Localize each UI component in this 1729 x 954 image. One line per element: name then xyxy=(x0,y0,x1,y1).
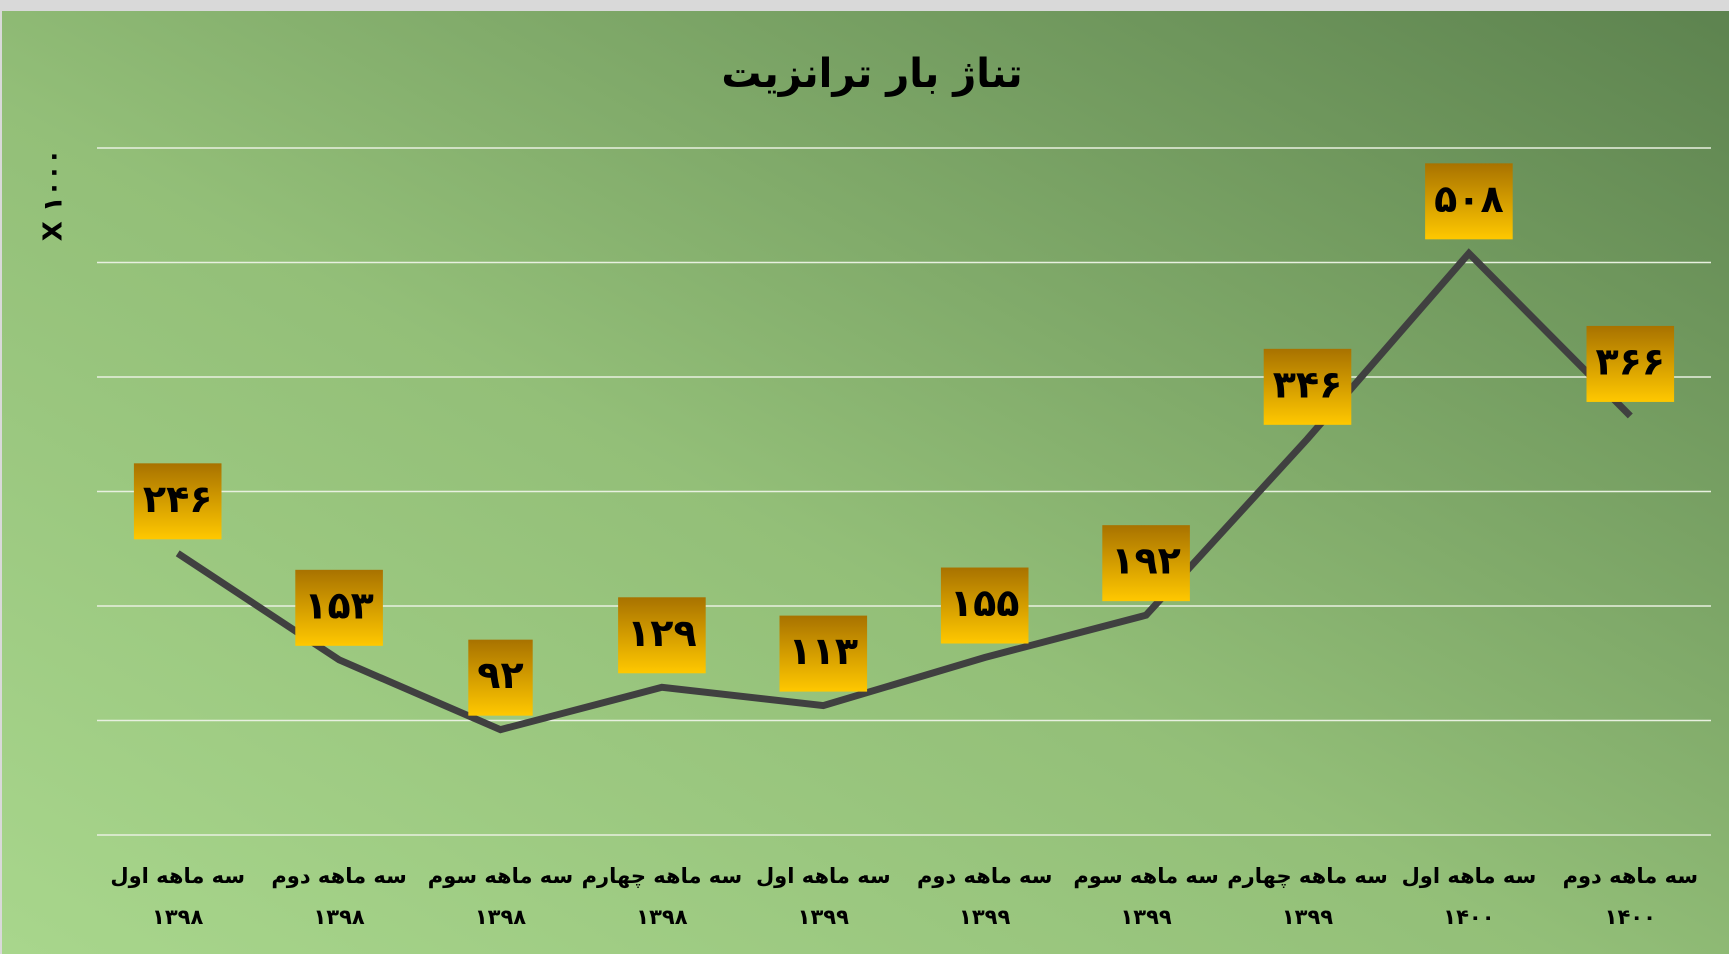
data-label-box xyxy=(295,569,383,646)
x-tick-label: سه ماهه سوم xyxy=(428,864,573,888)
x-tick-label: ۱۳۹۹ xyxy=(798,905,849,929)
data-label: ۱۹۲ xyxy=(1111,539,1181,583)
x-tick-label: ۱۳۹۸ xyxy=(636,905,687,929)
data-label: ۳۴۶ xyxy=(1273,362,1343,406)
x-tick-label: ۱۴۰۰ xyxy=(1605,905,1656,929)
x-tick-label: ۱۳۹۸ xyxy=(313,905,364,929)
y-axis-label: X ۱۰۰۰ xyxy=(39,149,69,242)
x-tick-label: سه ماهه دوم xyxy=(917,864,1052,888)
data-label: ۱۵۳ xyxy=(304,583,374,627)
x-tick-label: ۱۴۰۰ xyxy=(1443,905,1494,929)
chart-area xyxy=(2,11,1729,954)
x-tick-label: ۱۳۹۹ xyxy=(959,905,1010,929)
data-label-box xyxy=(618,597,706,674)
data-label: ۲۴۶ xyxy=(143,477,213,521)
data-label-box xyxy=(1425,163,1513,240)
x-tick-label: ۱۳۹۸ xyxy=(152,905,203,929)
x-tick-label: ۱۳۹۸ xyxy=(475,905,526,929)
data-label: ۹۲ xyxy=(477,653,523,697)
chart-title: تناژ بار ترانزیت xyxy=(721,51,1022,97)
x-tick-label: سه ماهه دوم xyxy=(271,864,406,888)
x-tick-label: سه ماهه سوم xyxy=(1073,864,1218,888)
data-label-box xyxy=(133,463,222,540)
x-tick-label: سه ماهه اول xyxy=(1402,864,1537,888)
x-tick-label: سه ماهه اول xyxy=(110,864,245,888)
data-label-box xyxy=(468,639,533,716)
data-label: ۱۵۵ xyxy=(950,581,1020,625)
x-tick-label: ۱۳۹۹ xyxy=(1282,905,1333,929)
data-label-box xyxy=(779,615,868,692)
data-label-box xyxy=(1102,525,1190,602)
x-tick-label: سه ماهه چهارم xyxy=(582,864,743,888)
data-label-box xyxy=(1586,325,1675,402)
data-label: ۵۰۸ xyxy=(1434,177,1504,221)
x-tick-label: ۱۳۹۹ xyxy=(1120,905,1171,929)
data-label-box xyxy=(1263,348,1352,425)
x-tick-label: سه ماهه اول xyxy=(756,864,891,888)
data-label: ۱۱۳ xyxy=(789,629,859,673)
line xyxy=(175,248,1633,734)
x-tick-label: سه ماهه چهارم xyxy=(1227,864,1388,888)
data-label: ۳۶۶ xyxy=(1596,339,1666,383)
data-label: ۱۲۹ xyxy=(627,611,697,655)
x-tick-label: سه ماهه دوم xyxy=(1563,864,1698,888)
data-label-box xyxy=(940,567,1029,644)
